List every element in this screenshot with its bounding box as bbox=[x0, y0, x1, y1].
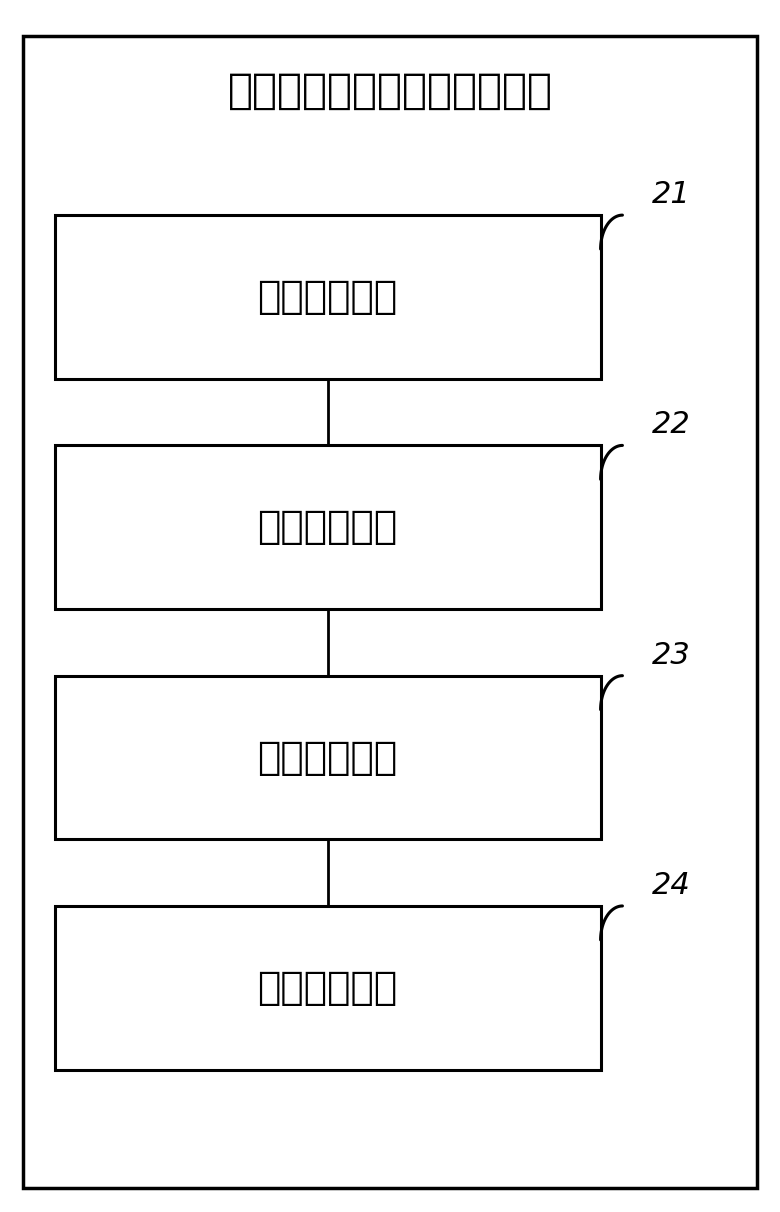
Text: 22: 22 bbox=[652, 411, 691, 440]
Text: 预警处理模块: 预警处理模块 bbox=[257, 968, 398, 1007]
Text: 24: 24 bbox=[652, 871, 691, 899]
Text: 第一获取模块: 第一获取模块 bbox=[257, 508, 398, 547]
Bar bbox=[55, 216, 601, 378]
Text: 数据采集模块: 数据采集模块 bbox=[257, 278, 398, 316]
Bar bbox=[55, 676, 601, 839]
Text: 21: 21 bbox=[652, 181, 691, 208]
Text: 基于动态阈值的预警处理装置: 基于动态阈值的预警处理装置 bbox=[228, 70, 552, 112]
Bar bbox=[55, 446, 601, 610]
Text: 23: 23 bbox=[652, 641, 691, 669]
Bar bbox=[55, 907, 601, 1070]
Text: 第二获取模块: 第二获取模块 bbox=[257, 738, 398, 777]
